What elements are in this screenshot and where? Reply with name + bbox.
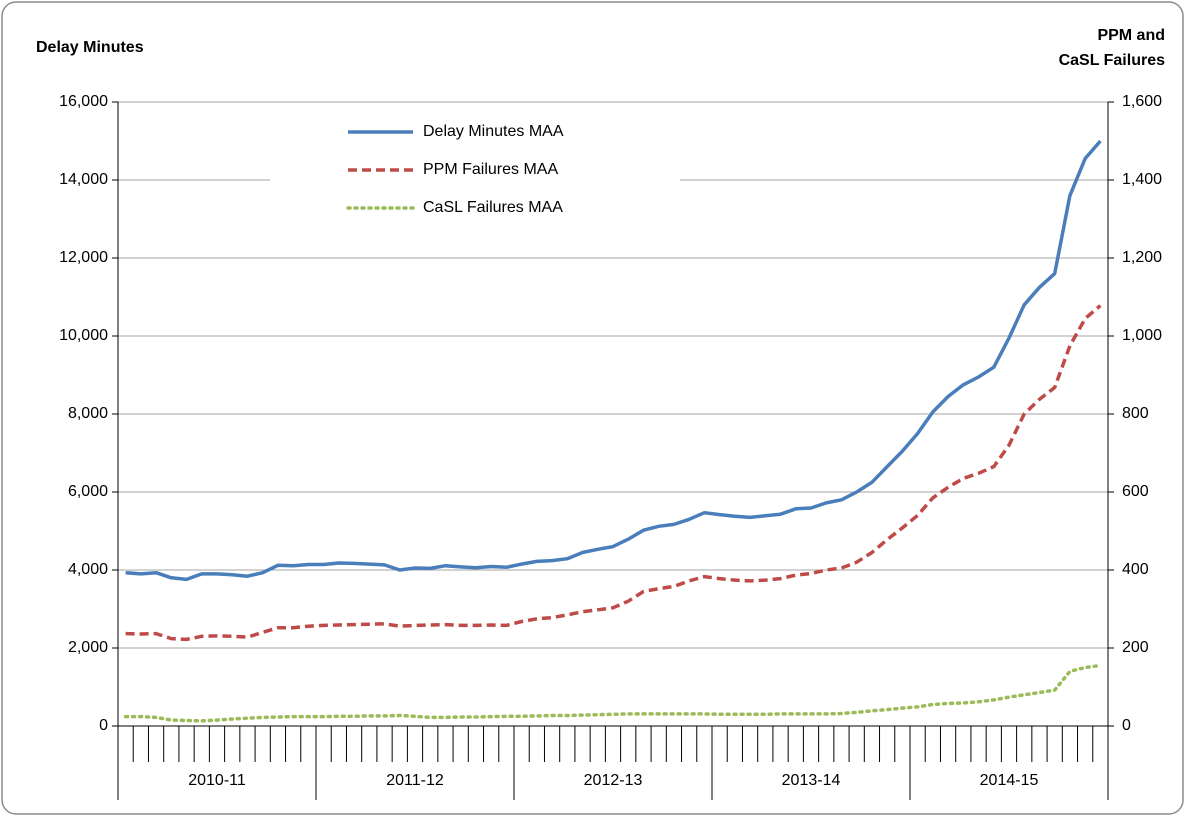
x-group-label: 2013-14 — [782, 772, 841, 789]
legend-box — [270, 118, 680, 222]
x-group-label: 2012-13 — [584, 772, 643, 789]
y2-tick-label: 1,400 — [1122, 171, 1162, 188]
y-tick-label: 8,000 — [68, 405, 108, 422]
y2-tick-label: 1,200 — [1122, 249, 1162, 266]
y-tick-label: 12,000 — [59, 249, 108, 266]
y-axis-title: Delay Minutes — [36, 39, 144, 56]
y2-tick-label: 600 — [1122, 483, 1149, 500]
y2-tick-label: 1,600 — [1122, 93, 1162, 110]
y2-tick-label: 800 — [1122, 405, 1149, 422]
y-tick-label: 2,000 — [68, 639, 108, 656]
y-tick-label: 4,000 — [68, 561, 108, 578]
series-line — [125, 304, 1102, 642]
y2-tick-label: 1,000 — [1122, 327, 1162, 344]
y-tick-label: 0 — [99, 717, 108, 734]
legend-label: PPM Failures MAA — [423, 161, 558, 178]
y2-axis-title: CaSL Failures — [1059, 52, 1166, 69]
y-tick-label: 10,000 — [59, 327, 108, 344]
y2-tick-label: 400 — [1122, 561, 1149, 578]
y-tick-label: 6,000 — [68, 483, 108, 500]
y2-axis-title: PPM and — [1097, 27, 1165, 44]
y2-tick-label: 0 — [1122, 717, 1131, 734]
x-group-label: 2011-12 — [386, 772, 444, 789]
legend-label: Delay Minutes MAA — [423, 123, 564, 140]
y-tick-label: 14,000 — [59, 171, 108, 188]
y2-tick-label: 200 — [1122, 639, 1149, 656]
x-group-label: 2014-15 — [980, 772, 1039, 789]
series-line — [123, 663, 1103, 723]
legend-label: CaSL Failures MAA — [423, 199, 563, 216]
series-line — [125, 139, 1102, 582]
y-tick-label: 16,000 — [59, 93, 108, 110]
x-group-label: 2010-11 — [188, 772, 246, 789]
